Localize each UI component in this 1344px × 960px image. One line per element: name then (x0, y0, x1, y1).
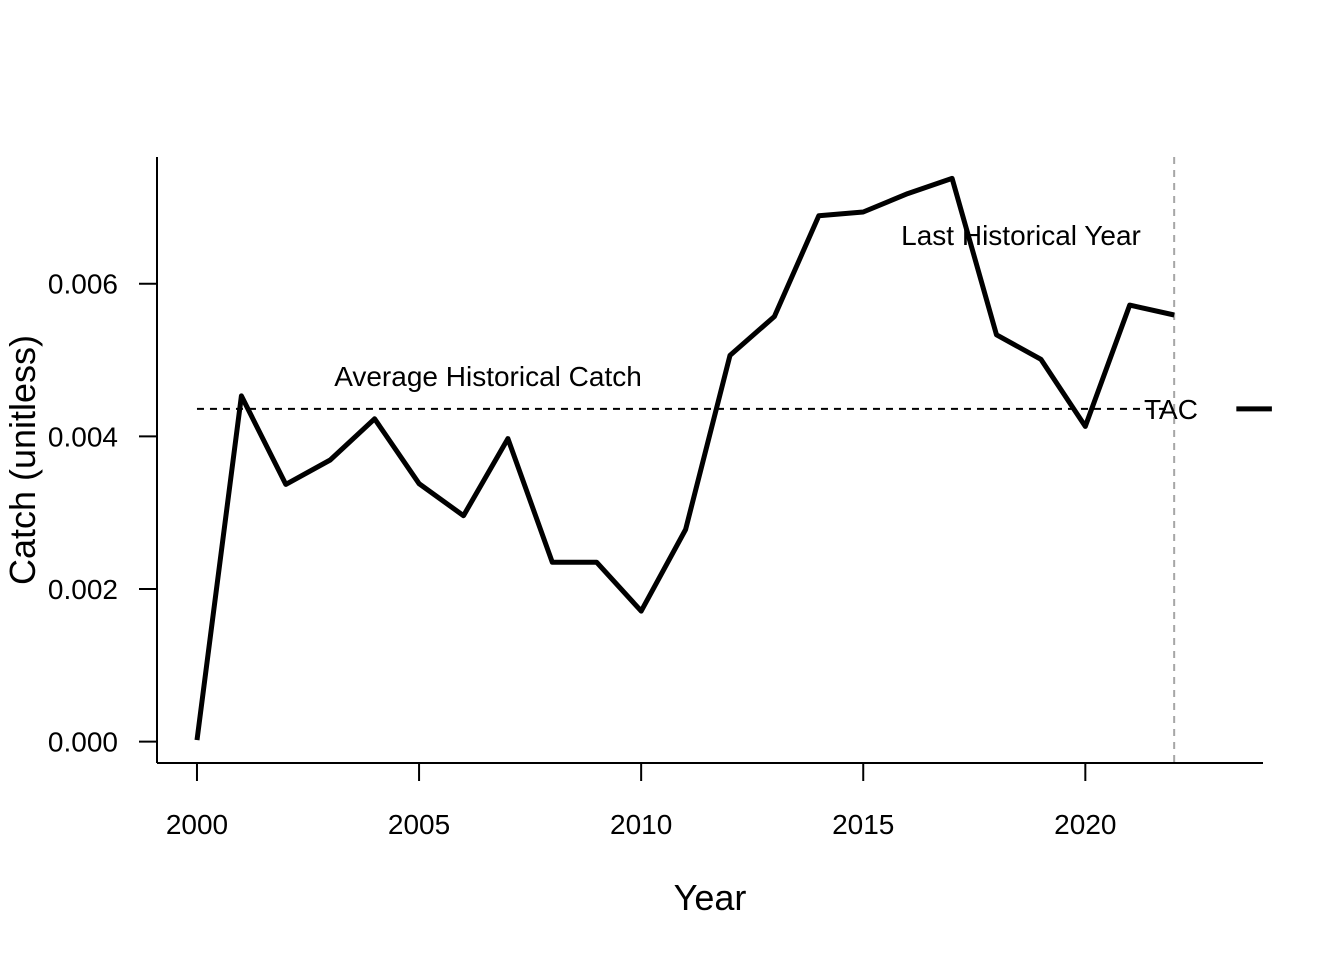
x-axis-ticks: 2000 2005 2010 2015 2020 (166, 763, 1116, 840)
x-tick-label: 2000 (166, 809, 228, 840)
x-tick-label: 2015 (832, 809, 894, 840)
y-tick-label: 0.002 (48, 574, 118, 605)
last-historical-year-label: Last Historical Year (901, 220, 1141, 251)
y-tick-label: 0.006 (48, 269, 118, 300)
x-axis-title: Year (674, 877, 747, 918)
average-catch-label: Average Historical Catch (334, 361, 642, 392)
x-tick-label: 2010 (610, 809, 672, 840)
x-tick-label: 2005 (388, 809, 450, 840)
y-tick-label: 0.004 (48, 421, 118, 452)
y-axis-title: Catch (unitless) (2, 335, 43, 585)
y-tick-label: 0.000 (48, 727, 118, 758)
axes (156, 157, 1263, 764)
x-tick-label: 2020 (1054, 809, 1116, 840)
y-axis-ticks: 0.000 0.002 0.004 0.006 (48, 269, 157, 758)
catch-series-line (194, 175, 1175, 741)
tac-label: TAC (1144, 394, 1198, 425)
